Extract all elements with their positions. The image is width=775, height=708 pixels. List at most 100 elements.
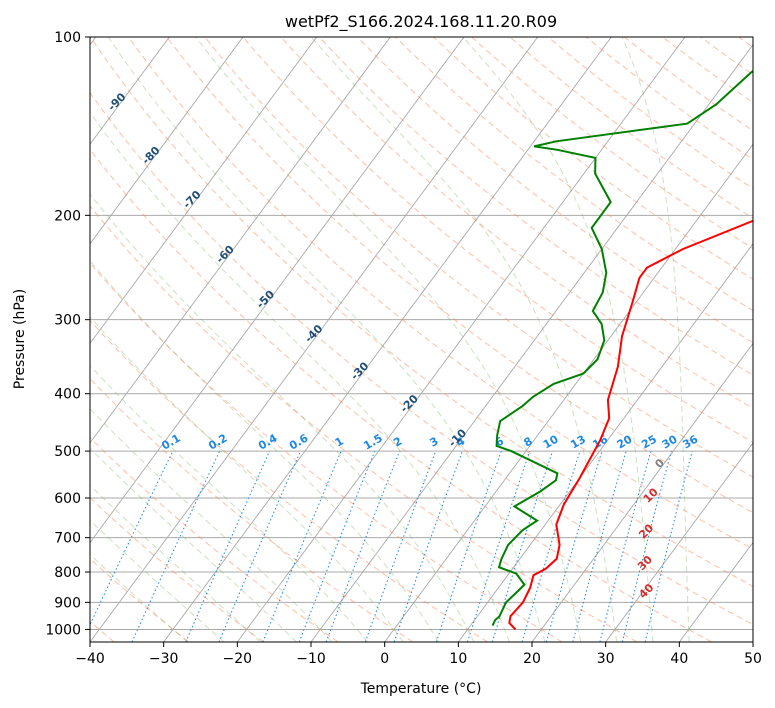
mixing-ratio-label: 25 <box>639 433 659 452</box>
isotherm-line <box>90 37 391 444</box>
moist-adiabat-line <box>90 519 225 642</box>
dry-adiabat-line <box>623 37 753 132</box>
dry-adiabat-line <box>90 205 638 642</box>
moist-adiabat-line <box>90 193 475 642</box>
moist-adiabat-line <box>90 447 297 642</box>
dry-adiabat-line <box>166 37 753 514</box>
y-tick-label: 800 <box>54 565 81 581</box>
isotherm-line <box>310 43 753 642</box>
y-tick-label: 400 <box>54 387 81 403</box>
isotherm-label: -90 <box>105 90 128 113</box>
mixing-ratio-line <box>621 450 672 642</box>
isotherm-line <box>457 243 753 642</box>
mixing-ratio-line <box>644 450 693 642</box>
dry-adiabat-line <box>357 37 753 344</box>
isotherm-label: -50 <box>254 288 277 311</box>
mixing-ratio-line <box>262 450 342 642</box>
dewpoint-profile-line <box>491 69 753 627</box>
dry-adiabat-line <box>90 262 563 642</box>
isotherm-line <box>531 342 753 642</box>
chart-title: wetPf2_S166.2024.168.11.20.R09 <box>285 12 557 32</box>
y-tick-label: 100 <box>54 30 81 46</box>
isotherm-label: -20 <box>398 392 421 415</box>
dry-adiabat-line <box>90 319 488 642</box>
isotherm-label: -80 <box>139 144 162 167</box>
mixing-ratio-line <box>131 450 221 642</box>
mixing-ratio-label: 3 <box>427 435 440 450</box>
dry-adiabat-line <box>318 37 753 376</box>
mixing-ratio-line <box>521 450 581 642</box>
dry-adiabat-line <box>90 496 264 642</box>
x-tick-label: 0 <box>380 651 389 667</box>
mixing-ratio-label: 20 <box>615 432 635 451</box>
moist-adiabat-line <box>90 316 404 642</box>
mixing-ratio-line <box>393 450 463 642</box>
x-tick-label: 10 <box>449 651 467 667</box>
isotherm-line <box>605 442 753 642</box>
isotherm-line <box>90 37 170 146</box>
moist-adiabat-line <box>90 484 261 642</box>
mixing-ratio-line <box>435 450 502 642</box>
plot-frame <box>89 36 754 643</box>
dry-adiabat-line <box>90 436 339 642</box>
mixing-ratio-line <box>467 450 531 642</box>
y-axis-ticks: 100 200 300 400 500 600 700 800 900 1000 <box>45 30 90 638</box>
y-tick-label: 900 <box>54 595 81 611</box>
x-tick-label: −10 <box>296 651 326 667</box>
mixing-ratio-label: 2 <box>391 435 404 450</box>
dry-adiabat-line <box>204 37 753 478</box>
mixing-ratio-label: 1.5 <box>361 432 384 453</box>
dry-adiabat-line <box>128 37 753 550</box>
dry-adiabat-line <box>509 37 753 219</box>
x-tick-label: −30 <box>149 651 179 667</box>
dry-adiabat-line <box>90 377 414 642</box>
isotherm-label: -70 <box>180 188 203 211</box>
dry-adiabat-line <box>585 37 753 160</box>
y-axis-label: Pressure (hPa) <box>12 289 28 389</box>
moist-adiabat-line <box>90 260 439 642</box>
moist-adiabat-line <box>621 37 690 642</box>
isotherm-label: -60 <box>214 242 237 265</box>
mixing-ratio-label: 30 <box>660 432 680 451</box>
dry-adiabat-line <box>280 37 753 409</box>
background-lines <box>90 37 753 642</box>
temperature-profile-line <box>508 219 753 631</box>
moist-adiabat-line <box>90 111 510 642</box>
isotherm-label: -40 <box>302 322 325 345</box>
dry-adiabat-line <box>471 37 753 250</box>
isotherm-line <box>384 143 753 642</box>
y-tick-label: 300 <box>54 313 81 329</box>
mixing-ratio-line <box>218 450 301 642</box>
x-tick-label: 40 <box>670 651 688 667</box>
isotherm-line <box>90 37 465 544</box>
isotherm-line <box>90 37 318 345</box>
dry-adiabat-line <box>90 148 712 642</box>
mixing-ratio-line <box>298 450 376 642</box>
x-tick-label: 50 <box>744 651 762 667</box>
mixing-ratio-label: 1 <box>333 435 346 450</box>
x-tick-label: 30 <box>597 651 615 667</box>
mixing-ratio-line <box>90 450 174 626</box>
isotherm-line <box>90 37 539 642</box>
y-tick-label: 1000 <box>45 622 81 638</box>
moist-adiabat-label: 40 <box>636 581 656 601</box>
y-tick-label: 200 <box>54 208 81 224</box>
isotherm-line <box>752 641 753 642</box>
moist-adiabat-line <box>90 408 333 642</box>
dry-adiabat-line <box>700 37 753 76</box>
dry-adiabat-line <box>90 37 753 587</box>
isotherm-label: -30 <box>348 359 371 382</box>
mixing-ratio-line <box>185 450 271 642</box>
mixing-ratio-line <box>599 450 652 642</box>
dry-adiabat-line <box>738 37 753 48</box>
x-tick-label: −20 <box>223 651 253 667</box>
moist-adiabat-label: 10 <box>641 485 661 505</box>
y-tick-label: 700 <box>54 531 81 547</box>
background-labels: 0.1 0.2 0.4 0.6 1 1.5 2 3 4 6 8 10 13 16 20 25 30 36-100-… <box>105 90 700 601</box>
mixing-ratio-line <box>364 450 437 642</box>
y-tick-label: 600 <box>54 491 81 507</box>
dry-adiabat-line <box>242 37 753 443</box>
moist-adiabat-line <box>90 553 188 642</box>
dry-adiabat-line <box>547 37 753 190</box>
